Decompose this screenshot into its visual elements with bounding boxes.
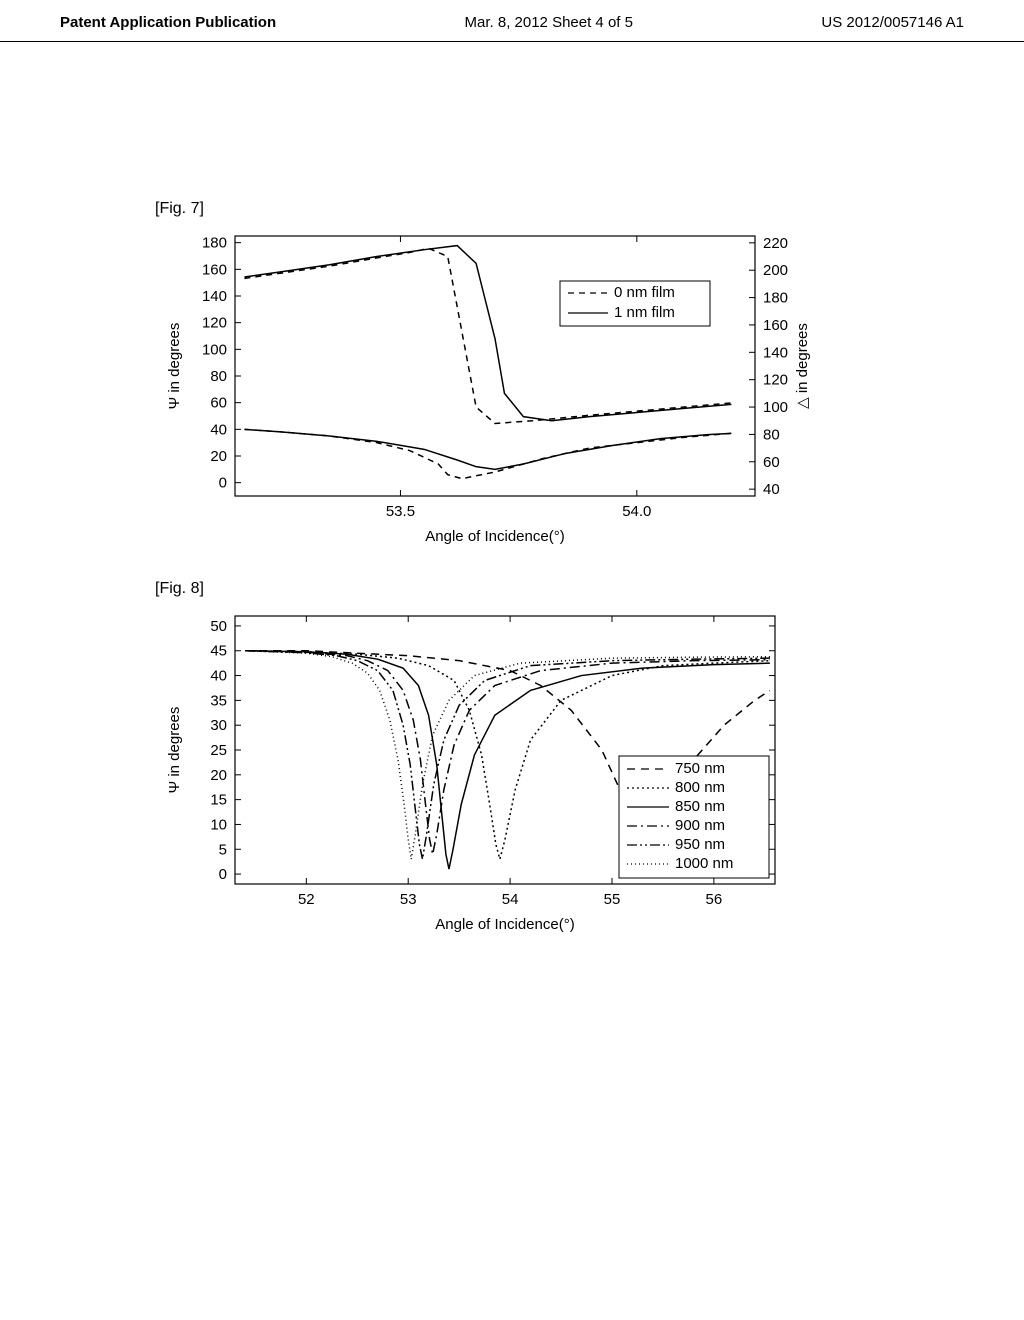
svg-text:53.5: 53.5 [386, 503, 415, 520]
svg-text:220: 220 [763, 235, 788, 252]
header-center: Mar. 8, 2012 Sheet 4 of 5 [465, 14, 633, 31]
svg-text:45: 45 [210, 643, 227, 660]
svg-text:60: 60 [210, 395, 227, 412]
svg-text:750 nm: 750 nm [675, 760, 725, 777]
header-right: US 2012/0057146 A1 [821, 14, 964, 31]
svg-text:140: 140 [202, 288, 227, 305]
svg-text:120: 120 [202, 315, 227, 332]
svg-text:180: 180 [763, 290, 788, 307]
figure-7-chart: 0 20 40 60 80 100 120 140 160 180 40 60 80 100 120 140 1… [155, 224, 835, 554]
svg-text:20: 20 [210, 767, 227, 784]
svg-text:60: 60 [763, 454, 780, 471]
figure-7-label: [Fig. 7] [155, 200, 835, 218]
svg-text:0: 0 [219, 866, 227, 883]
figure-8-label: [Fig. 8] [155, 580, 835, 598]
svg-text:10: 10 [210, 816, 227, 833]
svg-text:54: 54 [502, 891, 519, 908]
svg-text:55: 55 [604, 891, 621, 908]
svg-text:Ψ in degrees: Ψ in degrees [166, 707, 183, 794]
svg-text:20: 20 [210, 448, 227, 465]
svg-text:56: 56 [706, 891, 723, 908]
header-left: Patent Application Publication [60, 14, 276, 31]
svg-text:160: 160 [202, 261, 227, 278]
svg-text:180: 180 [202, 235, 227, 252]
svg-text:30: 30 [210, 717, 227, 734]
svg-text:Angle of Incidence(°): Angle of Incidence(°) [425, 528, 564, 545]
figure-8-chart: 0 5 10 15 20 25 30 35 40 45 50 52 53 54 55 56 Angle of I… [155, 604, 835, 944]
svg-text:Angle of Incidence(°): Angle of Incidence(°) [435, 916, 574, 933]
svg-text:0 nm film: 0 nm film [614, 284, 675, 301]
svg-text:120: 120 [763, 372, 788, 389]
svg-text:Ψ in degrees: Ψ in degrees [166, 323, 183, 410]
svg-text:900 nm: 900 nm [675, 817, 725, 834]
svg-text:40: 40 [210, 668, 227, 685]
svg-text:53: 53 [400, 891, 417, 908]
figure-7: [Fig. 7] 0 20 40 60 80 100 120 140 160 180 40 60 80 1… [155, 200, 835, 554]
svg-text:80: 80 [763, 426, 780, 443]
svg-text:850 nm: 850 nm [675, 798, 725, 815]
svg-text:0: 0 [219, 475, 227, 492]
svg-text:35: 35 [210, 692, 227, 709]
svg-text:160: 160 [763, 317, 788, 334]
svg-text:950 nm: 950 nm [675, 836, 725, 853]
svg-text:△ in degrees: △ in degrees [794, 323, 811, 409]
svg-text:80: 80 [210, 368, 227, 385]
svg-text:25: 25 [210, 742, 227, 759]
svg-text:140: 140 [763, 344, 788, 361]
svg-text:52: 52 [298, 891, 315, 908]
svg-text:54.0: 54.0 [622, 503, 651, 520]
svg-text:1000 nm: 1000 nm [675, 855, 733, 872]
svg-text:50: 50 [210, 618, 227, 635]
svg-text:100: 100 [202, 341, 227, 358]
figure-8: [Fig. 8] 0 5 10 15 20 25 30 35 40 45 50 52 53 54 55 56 A… [155, 580, 835, 944]
svg-text:40: 40 [763, 481, 780, 498]
svg-text:100: 100 [763, 399, 788, 416]
svg-text:1 nm film: 1 nm film [614, 304, 675, 321]
svg-text:40: 40 [210, 421, 227, 438]
svg-text:5: 5 [219, 841, 227, 858]
svg-text:15: 15 [210, 792, 227, 809]
svg-text:800 nm: 800 nm [675, 779, 725, 796]
patent-header: Patent Application Publication Mar. 8, 2… [0, 0, 1024, 42]
svg-text:200: 200 [763, 262, 788, 279]
